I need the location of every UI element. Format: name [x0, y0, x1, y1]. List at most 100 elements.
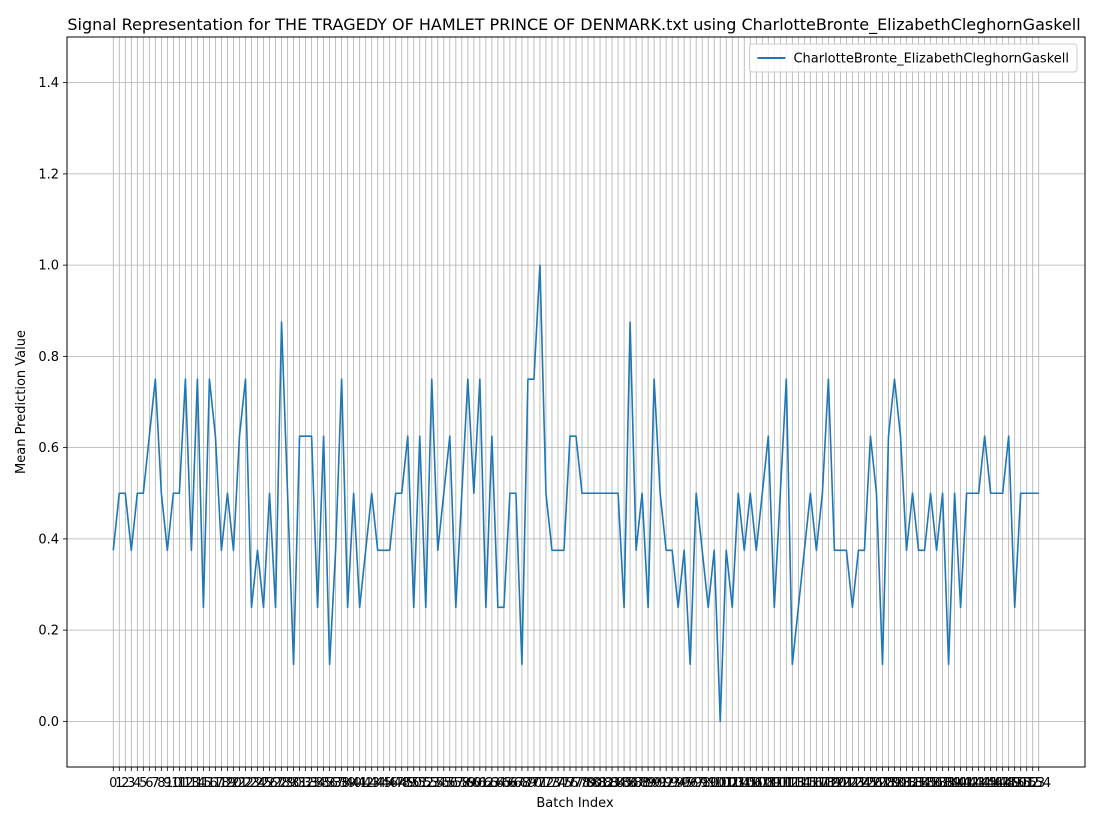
x-tick-label: 24 [249, 776, 266, 791]
x-tick-label: 104 [726, 776, 751, 791]
x-tick-label: 137 [924, 776, 949, 791]
x-tick-label: 29 [279, 776, 296, 791]
x-tick-label: 61 [472, 776, 489, 791]
x-tick-label: 143 [960, 776, 985, 791]
x-tick-label: 94 [670, 776, 687, 791]
x-tick-label: 133 [900, 776, 925, 791]
x-tick-label: 19 [219, 776, 236, 791]
x-tick-label: 92 [658, 776, 675, 791]
x-tick-label: 26 [261, 776, 278, 791]
x-tick-label: 141 [948, 776, 973, 791]
x-tick-label: 77 [568, 776, 585, 791]
x-tick-label: 128 [870, 776, 895, 791]
x-tick-label: 130 [882, 776, 907, 791]
x-tick-label: 11 [171, 776, 188, 791]
x-tick-label: 107 [744, 776, 769, 791]
x-tick-label: 57 [448, 776, 465, 791]
y-tick-label: 1.2 [38, 167, 59, 182]
x-tick-label: 39 [339, 776, 356, 791]
x-tick-label: 90 [646, 776, 663, 791]
x-tick-label: 110 [762, 776, 787, 791]
x-tick-label: 5 [139, 776, 147, 791]
x-tick-label: 101 [708, 776, 733, 791]
y-tick-label: 0.6 [38, 441, 59, 456]
x-tick-label: 111 [768, 776, 793, 791]
x-tick-label: 45 [375, 776, 392, 791]
x-tick-label: 138 [930, 776, 955, 791]
x-tick-label: 52 [417, 776, 434, 791]
x-tick-label: 116 [798, 776, 823, 791]
x-tick-label: 113 [780, 776, 805, 791]
x-tick-label: 123 [840, 776, 865, 791]
x-tick-label: 126 [858, 776, 883, 791]
x-tick-label: 10 [165, 776, 182, 791]
x-tick-label: 22 [237, 776, 254, 791]
x-tick-label: 36 [321, 776, 338, 791]
x-tick-label: 153 [1020, 776, 1045, 791]
x-tick-label: 148 [990, 776, 1015, 791]
x-tick-label: 69 [520, 776, 537, 791]
x-tick-label: 82 [598, 776, 615, 791]
x-tick-label: 28 [273, 776, 290, 791]
x-tick-label: 2 [121, 776, 129, 791]
x-tick-label: 120 [822, 776, 847, 791]
x-tick-label: 115 [792, 776, 817, 791]
x-axis-label: Batch Index [536, 796, 614, 811]
x-tick-label: 9 [163, 776, 171, 791]
y-tick-label: 1.0 [38, 259, 59, 274]
x-tick-label: 152 [1014, 776, 1039, 791]
x-tick-label: 97 [688, 776, 705, 791]
x-tick-label: 88 [634, 776, 651, 791]
x-tick-label: 6 [145, 776, 153, 791]
y-tick-label: 1.4 [38, 76, 59, 91]
x-tick-label: 38 [333, 776, 350, 791]
x-tick-label: 30 [285, 776, 302, 791]
x-tick-label: 145 [972, 776, 997, 791]
x-tick-label: 87 [628, 776, 645, 791]
x-tick-label: 144 [966, 776, 991, 791]
x-gridlines [112, 37, 1040, 767]
x-tick-label: 4 [133, 776, 141, 791]
x-tick-label: 102 [714, 776, 739, 791]
x-tick-label: 79 [580, 776, 597, 791]
series-layer [112, 264, 1039, 723]
x-tick-label: 14 [189, 776, 206, 791]
x-tick-label: 47 [387, 776, 404, 791]
x-tick-label: 103 [720, 776, 745, 791]
x-tick-label: 118 [810, 776, 835, 791]
x-tick-label: 150 [1002, 776, 1027, 791]
legend: CharlotteBronte_ElizabethCleghornGaskell [748, 43, 1078, 73]
x-tick-label: 85 [616, 776, 633, 791]
x-tick-label: 15 [195, 776, 212, 791]
x-tick-label: 44 [369, 776, 386, 791]
x-tick-label: 142 [954, 776, 979, 791]
x-tick-label: 53 [423, 776, 440, 791]
x-tick-label: 12 [177, 776, 194, 791]
x-tick-label: 100 [702, 776, 727, 791]
x-tick-label: 46 [381, 776, 398, 791]
x-tick-label: 119 [816, 776, 841, 791]
x-tick-label: 51 [411, 776, 428, 791]
x-tick-label: 34 [309, 776, 326, 791]
x-tick-label: 27 [267, 776, 284, 791]
x-tick-label: 41 [351, 776, 368, 791]
x-tick-label: 134 [906, 776, 931, 791]
x-tick-label: 23 [243, 776, 260, 791]
x-tick-label: 72 [538, 776, 555, 791]
x-tick-label: 8 [157, 776, 165, 791]
y-tick-label: 0.4 [38, 532, 59, 547]
x-tick-label: 146 [978, 776, 1003, 791]
y-axis-label: Mean Prediction Value [14, 330, 29, 474]
x-tick-label: 89 [640, 776, 657, 791]
x-tick-label: 91 [652, 776, 669, 791]
y-tick-label: 0.0 [38, 715, 59, 730]
x-tick-label: 70 [526, 776, 543, 791]
y-axis-ticks: 0.0 0.2 0.4 0.6 0.8 1.0 1.2 1.4 [38, 76, 67, 730]
legend-entry: CharlotteBronte_ElizabethCleghornGaskell [793, 52, 1069, 67]
x-tick-label: 21 [231, 776, 248, 791]
x-tick-label: 83 [604, 776, 621, 791]
x-tick-label: 3 [127, 776, 135, 791]
x-tick-label: 80 [586, 776, 603, 791]
x-tick-label: 55 [436, 776, 453, 791]
